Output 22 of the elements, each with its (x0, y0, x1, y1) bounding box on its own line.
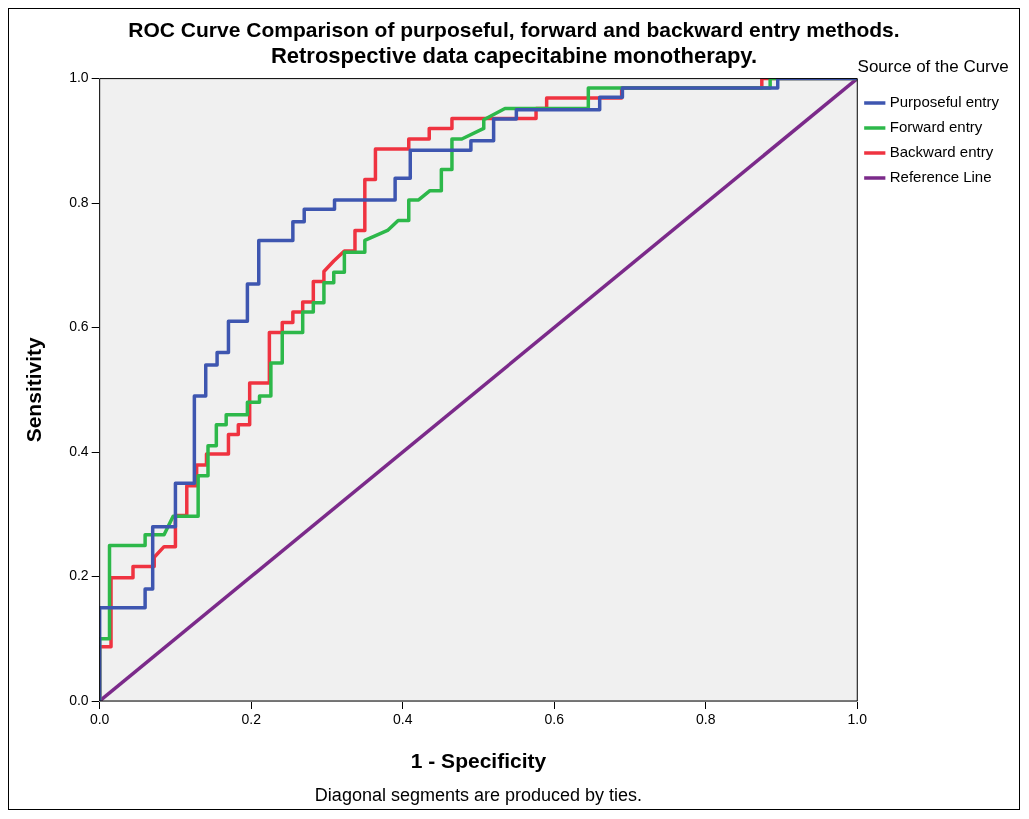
y-tick-label: 0.0 (69, 691, 89, 708)
legend-title: Source of the Curve (857, 57, 1009, 77)
x-tick-label: 0.0 (89, 711, 110, 728)
chart-subtitle: Retrospective data capecitabine monotherapy. (270, 43, 758, 69)
x-tick-label: 0.6 (544, 711, 565, 728)
y-tick-label: 0.6 (69, 318, 89, 335)
legend-label: Forward entry (889, 118, 983, 136)
legend-label: Purposeful entry (889, 93, 1000, 111)
x-tick-label: 0.8 (696, 711, 716, 728)
x-axis-title: 1 - Specificity (410, 749, 547, 773)
y-tick-label: 0.4 (69, 442, 89, 459)
chart-title: ROC Curve Comparison of purposeful, forward and backward entry methods. (128, 18, 900, 42)
y-axis-title: Sensitivity (22, 336, 46, 443)
x-tick-label: 0.4 (392, 711, 413, 728)
y-tick-label: 0.8 (69, 193, 89, 210)
legend-label: Reference Line (889, 168, 992, 186)
y-tick-label: 1.0 (69, 69, 89, 86)
legend-label: Backward entry (889, 143, 994, 161)
text: Diagonal segments are produced by ties. (314, 785, 643, 805)
x-tick-label: 0.2 (241, 711, 262, 728)
x-tick-label: 1.0 (847, 711, 868, 728)
y-tick-label: 0.2 (69, 567, 89, 584)
